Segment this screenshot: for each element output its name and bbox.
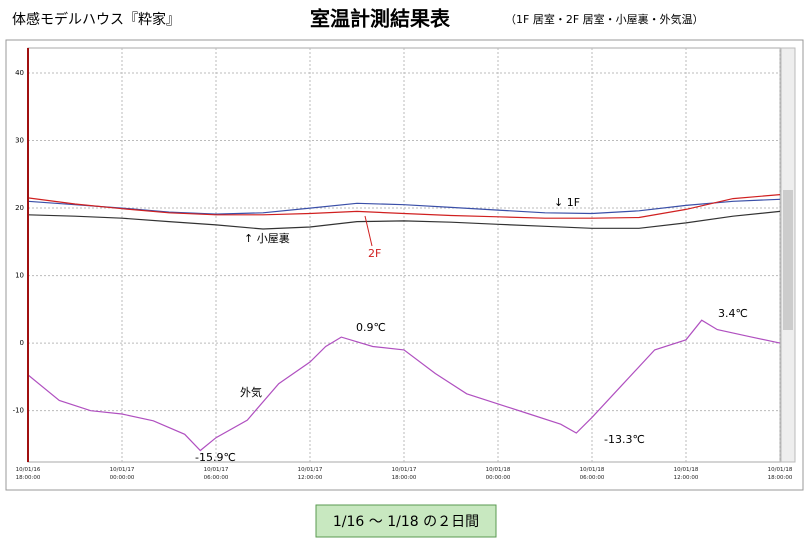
plot-area: [27, 47, 781, 463]
annotation: -15.9℃: [195, 451, 236, 464]
footer-box: [315, 504, 497, 538]
window-frame: [5, 39, 804, 491]
x-tick-label: 10/01/17 12:00:00: [297, 467, 323, 481]
y-tick-label: 30: [15, 137, 24, 145]
y-tick-label: -10: [13, 407, 24, 415]
annotation: 0.9℃: [356, 321, 386, 334]
annotation: ↑ 小屋裏: [244, 231, 290, 245]
x-tick-label: 10/01/18 18:00:00: [767, 467, 793, 481]
y-tick-label: 10: [15, 272, 24, 280]
x-tick-label: 10/01/17 00:00:00: [109, 467, 135, 481]
y-tick-label: 40: [15, 69, 24, 77]
y-tick-label: 20: [15, 204, 24, 212]
annotation: 2F: [368, 247, 381, 260]
annotation: 外気: [240, 385, 262, 399]
series-line: [27, 210, 781, 230]
y-tick-label: 0: [20, 339, 24, 347]
annotation: ↓ 1F: [554, 196, 580, 209]
annotation: -13.3℃: [604, 433, 645, 446]
series-line: [27, 198, 781, 215]
header-title: 室温計測結果表: [310, 7, 451, 31]
x-tick-label: 10/01/17 18:00:00: [391, 467, 417, 481]
annotation: 3.4℃: [718, 307, 748, 320]
x-tick-label: 10/01/18 06:00:00: [579, 467, 605, 481]
series-line: [27, 319, 781, 452]
header-left: 体感モデルハウス『粋家』: [12, 11, 180, 28]
arrow: [364, 215, 373, 247]
x-tick-label: 10/01/18 00:00:00: [485, 467, 511, 481]
header-right: （1F 居室・2F 居室・小屋裏・外気温）: [505, 12, 704, 26]
x-tick-label: 10/01/17 06:00:00: [203, 467, 229, 481]
series-line: [27, 194, 781, 219]
x-tick-label: 10/01/16 18:00:00: [15, 467, 41, 481]
scroll-thumb[interactable]: [783, 190, 793, 330]
footer: 1/16 ～ 1/18 の２日間: [333, 514, 479, 530]
x-tick-label: 10/01/18 12:00:00: [673, 467, 699, 481]
